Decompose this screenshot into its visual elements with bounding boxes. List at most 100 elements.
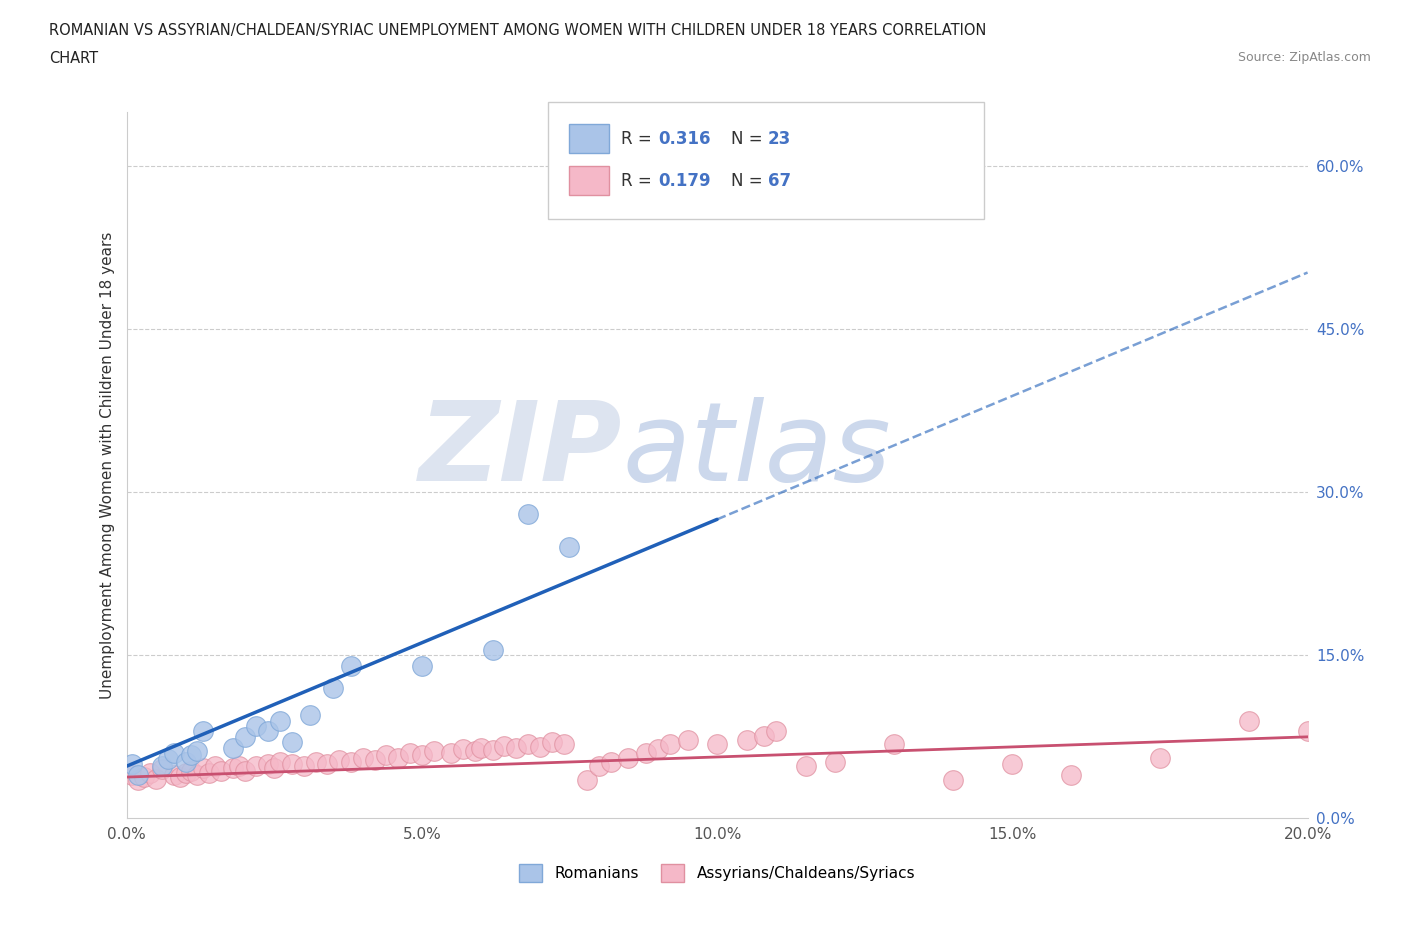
Point	[174, 765, 197, 780]
Point	[422, 744, 444, 759]
Point	[180, 748, 202, 763]
Point	[228, 759, 250, 774]
Point	[706, 737, 728, 751]
Point	[481, 742, 503, 757]
Point	[163, 767, 186, 782]
Point	[481, 643, 503, 658]
Point	[328, 752, 350, 767]
Point	[588, 148, 610, 163]
Point	[316, 757, 339, 772]
Point	[529, 739, 551, 754]
Point	[174, 754, 197, 769]
Point	[883, 737, 905, 751]
Point	[222, 761, 245, 776]
Point	[588, 759, 610, 774]
Y-axis label: Unemployment Among Women with Children Under 18 years: Unemployment Among Women with Children U…	[100, 232, 115, 698]
Text: CHART: CHART	[49, 51, 98, 66]
Point	[163, 746, 186, 761]
Point	[269, 713, 291, 728]
Point	[1001, 757, 1024, 772]
Text: 0.316: 0.316	[658, 130, 710, 149]
Point	[794, 759, 817, 774]
Point	[150, 762, 173, 777]
Point	[121, 757, 143, 772]
Text: 67: 67	[768, 172, 790, 191]
Text: N =: N =	[731, 130, 768, 149]
Point	[451, 741, 474, 756]
Point	[233, 729, 256, 744]
Text: ZIP: ZIP	[419, 397, 623, 504]
Text: R =: R =	[621, 130, 658, 149]
Point	[658, 737, 681, 751]
Point	[233, 764, 256, 778]
Point	[127, 773, 149, 788]
Point	[222, 740, 245, 755]
Point	[617, 751, 640, 765]
Point	[257, 757, 280, 772]
Point	[204, 759, 226, 774]
Point	[156, 751, 179, 766]
Point	[464, 744, 486, 759]
Point	[193, 724, 215, 738]
Point	[576, 773, 599, 788]
Point	[1237, 713, 1260, 728]
Point	[139, 765, 162, 780]
Point	[540, 735, 562, 750]
Point	[209, 764, 232, 778]
Point	[558, 539, 581, 554]
Point	[1149, 751, 1171, 765]
Point	[193, 761, 215, 776]
Text: R =: R =	[621, 172, 658, 191]
Point	[505, 740, 527, 755]
Text: atlas: atlas	[623, 397, 891, 504]
Text: ROMANIAN VS ASSYRIAN/CHALDEAN/SYRIAC UNEMPLOYMENT AMONG WOMEN WITH CHILDREN UNDE: ROMANIAN VS ASSYRIAN/CHALDEAN/SYRIAC UNE…	[49, 23, 987, 38]
Point	[292, 759, 315, 774]
Point	[340, 658, 363, 673]
Text: N =: N =	[731, 172, 768, 191]
Point	[387, 751, 409, 765]
Point	[186, 767, 208, 782]
Point	[765, 724, 787, 738]
Point	[281, 757, 304, 772]
Point	[1296, 724, 1319, 738]
Point	[411, 658, 433, 673]
Point	[245, 759, 267, 774]
Point	[647, 741, 669, 756]
Point	[553, 737, 575, 751]
Point	[298, 708, 321, 723]
Point	[245, 719, 267, 734]
Point	[340, 754, 363, 769]
Point	[121, 767, 143, 782]
Point	[198, 765, 221, 780]
Point	[257, 724, 280, 738]
Point	[676, 733, 699, 748]
Point	[263, 761, 285, 776]
Point	[440, 746, 463, 761]
Text: 23: 23	[768, 130, 792, 149]
Point	[636, 746, 658, 761]
Point	[363, 752, 385, 767]
Point	[754, 728, 776, 743]
Point	[942, 773, 965, 788]
Point	[399, 746, 422, 761]
Point	[186, 744, 208, 759]
Point	[127, 767, 149, 782]
Point	[735, 733, 758, 748]
Point	[824, 754, 846, 769]
Point	[517, 737, 540, 751]
Point	[304, 754, 326, 769]
Point	[281, 735, 304, 750]
Legend: Romanians, Assyrians/Chaldeans/Syriacs: Romanians, Assyrians/Chaldeans/Syriacs	[513, 857, 921, 888]
Point	[352, 751, 374, 765]
Point	[134, 770, 156, 785]
Point	[470, 740, 492, 755]
Point	[180, 764, 202, 778]
Point	[169, 770, 191, 785]
Point	[269, 754, 291, 769]
Point	[517, 507, 540, 522]
Point	[375, 748, 398, 763]
Text: 0.179: 0.179	[658, 172, 710, 191]
Point	[145, 772, 167, 787]
Point	[322, 681, 344, 696]
Point	[494, 738, 516, 753]
